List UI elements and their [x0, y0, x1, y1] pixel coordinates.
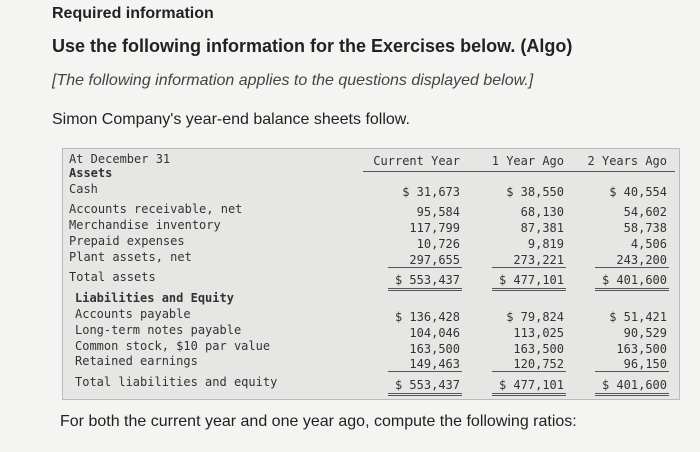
amount: $ 401,600: [601, 273, 667, 287]
row-label: Common stock, $10 par value: [75, 339, 271, 353]
total-rule: [388, 288, 462, 291]
amount: 163,500: [616, 342, 667, 356]
note: [The following information applies to th…: [52, 72, 534, 89]
amount: 104,046: [409, 326, 460, 340]
label: Required information: [52, 5, 214, 22]
column-header: 2 Years Ago: [587, 154, 667, 168]
column-header: Current Year: [373, 154, 460, 168]
balance-sheet: At December 31 Current Year 1 Year Ago 2 Ye…: [62, 148, 680, 400]
amount: $ 401,600: [601, 378, 667, 392]
amount: $ 51,421: [609, 310, 667, 324]
footer: For both the current year and one year a…: [60, 413, 577, 430]
amount: 117,799: [409, 221, 460, 235]
amount: 4,506: [630, 237, 667, 251]
amount: 87,381: [520, 221, 564, 235]
amount: 163,500: [513, 342, 564, 356]
amount: 113,025: [513, 326, 564, 340]
amount: $ 79,824: [506, 310, 564, 324]
section-heading: Assets: [69, 166, 113, 180]
amount: 95,584: [416, 205, 460, 219]
amount: $ 38,550: [506, 185, 564, 199]
total-rule: [492, 288, 566, 291]
row-label: Retained earnings: [75, 354, 198, 368]
subtotal-rule: [595, 267, 669, 268]
subtotal-rule: [388, 267, 462, 268]
intro: Simon Company's year-end balance sheets …: [52, 111, 410, 128]
row-label: Total assets: [69, 270, 156, 284]
section-heading: Liabilities and Equity: [75, 291, 234, 305]
total-rule: [388, 393, 462, 396]
row-label: Accounts receivable, net: [69, 202, 243, 216]
subtotal-rule: [492, 267, 566, 268]
amount: 9,819: [527, 237, 564, 251]
subtotal-rule: [388, 371, 462, 372]
row-label: Merchandise inventory: [69, 218, 221, 232]
row-label: Long-term notes payable: [75, 323, 242, 337]
amount: 163,500: [409, 342, 460, 356]
row-label: Prepaid expenses: [69, 234, 185, 248]
amount: 297,655: [409, 253, 460, 267]
subtotal-rule: [492, 371, 566, 372]
header-rule: [363, 171, 675, 172]
row-label: Accounts payable: [75, 307, 191, 321]
amount: 58,738: [623, 221, 667, 235]
amount: $ 553,437: [394, 273, 460, 287]
amount: 243,200: [616, 253, 667, 267]
amount: $ 477,101: [498, 273, 564, 287]
amount: 120,752: [513, 357, 564, 371]
column-header: 1 Year Ago: [491, 154, 564, 168]
amount: 90,529: [623, 326, 667, 340]
total-rule: [595, 288, 669, 291]
amount: 273,221: [513, 253, 564, 267]
amount: 149,463: [409, 357, 460, 371]
amount: $ 136,428: [394, 310, 460, 324]
total-rule: [492, 393, 566, 396]
subtotal-rule: [595, 371, 669, 372]
amount: $ 553,437: [394, 378, 460, 392]
amount: 96,150: [623, 357, 667, 371]
amount: $ 40,554: [609, 185, 667, 199]
column-header: At December 31: [69, 152, 171, 166]
title: Use the following information for the Ex…: [52, 36, 573, 56]
amount: 54,602: [623, 205, 667, 219]
amount: 68,130: [520, 205, 564, 219]
row-label: Total liabilities and equity: [75, 375, 278, 389]
amount: 10,726: [416, 237, 460, 251]
row-label: Cash: [69, 182, 98, 196]
total-rule: [595, 393, 669, 396]
amount: $ 31,673: [402, 185, 460, 199]
row-label: Plant assets, net: [69, 250, 192, 264]
amount: $ 477,101: [498, 378, 564, 392]
